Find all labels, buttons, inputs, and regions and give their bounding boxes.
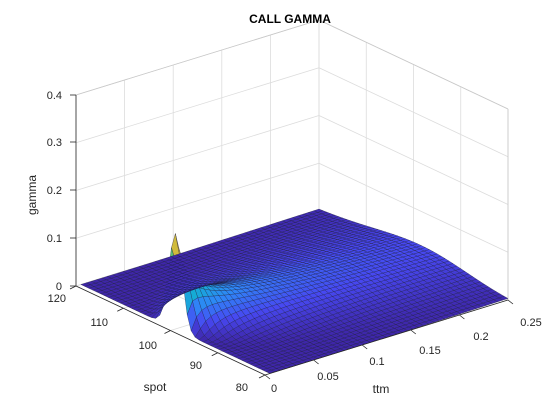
x-tick-label: 0.1	[369, 356, 384, 368]
x-tick: 0.25	[507, 299, 542, 329]
axes-layer: 0 0.1 0.2 0.3 0.4 gamma	[25, 90, 542, 396]
x-axis-line	[264, 299, 509, 376]
y-tick-label: 90	[190, 360, 202, 372]
x-tick: 0.1	[361, 344, 385, 368]
y-tick-label: 100	[139, 340, 157, 352]
grid-line	[75, 162, 320, 239]
y-axis-label: spot	[144, 380, 167, 394]
grid-line	[75, 19, 320, 96]
y-tick: 80	[236, 374, 266, 394]
x-tick-label: 0.2	[473, 331, 488, 343]
y-tick-label: 120	[48, 293, 66, 305]
x-tick-label: 0.25	[520, 317, 541, 329]
y-tick: 120	[48, 285, 77, 305]
grid-line	[318, 19, 509, 110]
z-tick: 0.1	[47, 233, 76, 245]
z-tick: 0.3	[47, 137, 76, 149]
z-tick-label: 0	[56, 281, 62, 293]
x-tick: 0	[264, 374, 277, 395]
grid-line	[75, 67, 320, 144]
z-tick: 0.2	[47, 185, 76, 197]
x-tick: 0.2	[459, 314, 489, 343]
z-axis: 0 0.1 0.2 0.3 0.4 gamma	[25, 90, 77, 293]
y-tick-label: 80	[236, 382, 248, 394]
x-tick-label: 0.05	[317, 371, 338, 383]
x-tick-label: 0.15	[419, 345, 440, 357]
y-tick: 110	[90, 307, 124, 329]
z-tick-label: 0.2	[47, 185, 62, 197]
surface-patch	[80, 282, 91, 287]
y-tick-label: 110	[90, 317, 108, 329]
z-tick: 0	[56, 281, 76, 293]
x-tick: 0.15	[410, 329, 441, 357]
x-tick-label: 0	[271, 383, 277, 395]
z-tick-label: 0.3	[47, 137, 62, 149]
chart-title: CALL GAMMA	[249, 12, 331, 26]
x-axis-label: ttm	[373, 382, 390, 396]
z-tick: 0.4	[47, 90, 76, 102]
y-tick: 100	[139, 330, 171, 352]
x-tick: 0.05	[313, 359, 339, 383]
surface-layer	[80, 208, 509, 374]
x-axis: 0 0.05 0.1 0.15 0.2	[264, 299, 542, 396]
z-tick-label: 0.4	[47, 90, 62, 102]
z-axis-label: gamma	[25, 175, 39, 215]
y-tick: 90	[190, 352, 218, 372]
grid-line	[75, 115, 320, 191]
z-tick-label: 0.1	[47, 233, 62, 245]
y-axis: 120 110 100 90 80 spot	[48, 285, 266, 394]
